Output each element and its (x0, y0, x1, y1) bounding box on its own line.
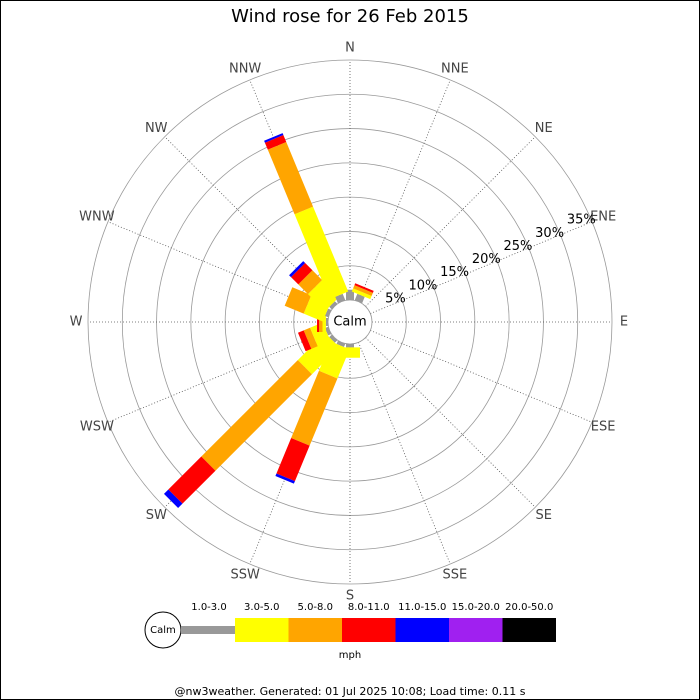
bar-segment (318, 341, 350, 379)
direction-label: ENE (590, 210, 616, 225)
legend-swatch (235, 618, 289, 642)
bar-segment (324, 308, 332, 318)
bar-segment (329, 334, 338, 343)
bar-segment (298, 270, 323, 295)
direction-label: ESE (591, 419, 616, 434)
bar-segment (294, 206, 349, 300)
bar-segment (289, 261, 306, 278)
bar-segment (325, 318, 328, 326)
legend-label: 8.0-11.0 (348, 602, 390, 613)
grid-ring (259, 231, 441, 413)
direction-label: SSE (442, 568, 467, 583)
legend-swatch (342, 618, 396, 642)
legend-label: 3.0-5.0 (244, 602, 279, 613)
r-tick-label: 10% (408, 278, 437, 293)
direction-label: NW (145, 121, 168, 136)
spoke (370, 221, 593, 314)
legend-calm-label: Calm (150, 625, 176, 636)
bar-segment (291, 370, 338, 446)
spoke (365, 136, 536, 307)
legend-label: 20.0-50.0 (505, 602, 553, 613)
legend-swatch (288, 618, 342, 642)
direction-label: E (620, 315, 628, 330)
grid-ring (293, 265, 407, 379)
bar-segment (351, 288, 372, 300)
spoke (358, 79, 451, 302)
spoke (107, 330, 330, 423)
legend-label: 11.0-15.0 (398, 602, 446, 613)
bar-segment (353, 285, 373, 296)
calm-label: Calm (333, 315, 366, 330)
direction-label: SSW (230, 568, 260, 583)
r-tick-label: 20% (472, 252, 501, 267)
direction-label: N (345, 41, 355, 56)
direction-label: NNE (441, 61, 469, 76)
spoke (365, 337, 536, 508)
bar-segment (297, 332, 340, 375)
r-tick-label: 30% (535, 226, 564, 241)
bar-segment (297, 330, 312, 352)
bar-segment (201, 360, 312, 471)
footer: @nw3weather. Generated: 01 Jul 2025 10:0… (175, 685, 526, 698)
bar-segment (336, 340, 346, 348)
bar-segment (303, 327, 318, 349)
bar-segment (275, 473, 295, 484)
direction-label: NE (535, 121, 553, 136)
direction-label: S (346, 589, 354, 604)
direction-label: SW (146, 508, 167, 523)
legend-label: 5.0-8.0 (298, 602, 333, 613)
legend-label: 1.0-3.0 (191, 602, 226, 613)
unit-label: mph (339, 650, 361, 661)
grid-ring (190, 162, 510, 482)
legend-swatch (449, 618, 503, 642)
r-tick-label: 35% (567, 213, 596, 228)
spoke (358, 342, 451, 565)
r-tick-label: 5% (385, 291, 406, 306)
bar-segment (329, 301, 338, 310)
direction-label: W (70, 315, 83, 330)
legend-swatch (502, 618, 556, 642)
bar-segment (291, 263, 313, 285)
bar-segment (284, 287, 312, 314)
r-tick-label: 25% (503, 239, 532, 254)
bar-segment (168, 456, 216, 504)
bar-segment (354, 283, 374, 293)
bar-segment (264, 133, 284, 143)
grid-ring (87, 59, 613, 585)
legend-swatch (395, 618, 449, 642)
r-tick-label: 15% (440, 265, 469, 280)
bar-segment (264, 135, 287, 150)
bar-segment (324, 326, 332, 336)
bar-segment (346, 344, 354, 348)
chart-title: Wind rose for 26 Feb 2015 (231, 6, 469, 27)
bar-segment (310, 322, 331, 347)
legend-label: 15.0-20.0 (452, 602, 500, 613)
bar-segment (307, 279, 340, 312)
direction-label: SE (536, 508, 552, 523)
bar-segment (346, 289, 354, 300)
direction-label: NNW (229, 61, 261, 76)
grid-ring (121, 93, 579, 551)
direction-label: WSW (80, 419, 114, 434)
bar-segment (276, 437, 310, 482)
bar-segment (163, 489, 183, 509)
calm-circle (327, 299, 373, 345)
direction-label: WNW (79, 210, 115, 225)
legend-swatch (181, 626, 235, 634)
bar-segment (267, 142, 314, 215)
spoke (370, 330, 593, 423)
